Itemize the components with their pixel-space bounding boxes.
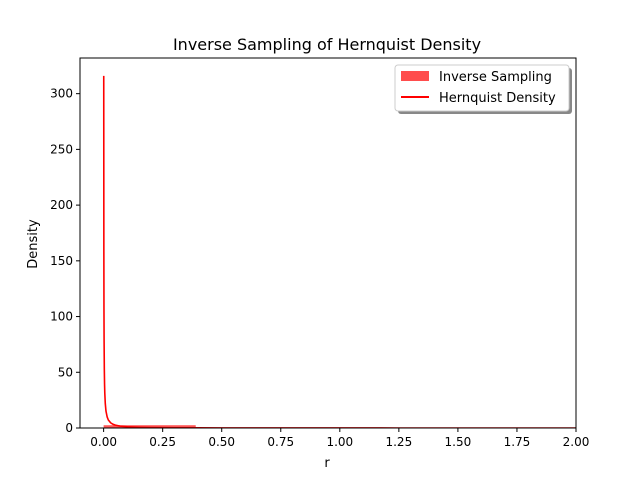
y-tick-label: 100	[50, 310, 73, 324]
x-tick-label: 0.75	[267, 435, 294, 449]
legend-label-inverse-sampling: Inverse Sampling	[439, 70, 552, 85]
x-tick-label: 0.25	[149, 435, 176, 449]
x-tick-label: 1.00	[326, 435, 353, 449]
line-layer	[104, 76, 576, 428]
chart-title: Inverse Sampling of Hernquist Density	[173, 35, 481, 54]
x-tick-label: 0.00	[90, 435, 117, 449]
y-tick-label: 250	[50, 142, 73, 156]
y-tick-label: 200	[50, 198, 73, 212]
x-tick-label: 1.75	[504, 435, 531, 449]
y-axis-label: Density	[26, 219, 41, 269]
legend-label-hernquist-density: Hernquist Density	[439, 91, 556, 106]
legend-swatch-inverse-sampling	[401, 71, 429, 81]
x-axis-label: r	[324, 456, 330, 471]
x-tick-label: 1.50	[445, 435, 472, 449]
x-tick-label: 2.00	[563, 435, 590, 449]
y-tick-label: 0	[65, 421, 73, 435]
x-axis: 0.00 0.25 0.50 0.75 1.00 1.25 1.50 1.75 2.00	[90, 428, 589, 449]
y-tick-label: 150	[50, 254, 73, 268]
x-tick-label: 1.25	[385, 435, 412, 449]
legend: Inverse Sampling Hernquist Density	[395, 65, 572, 114]
y-tick-label: 50	[58, 365, 73, 379]
hernquist-density-line	[104, 76, 576, 428]
x-tick-label: 0.50	[208, 435, 235, 449]
y-tick-label: 300	[50, 87, 73, 101]
y-axis: 0 50 100 150 200 250 300	[50, 87, 80, 435]
